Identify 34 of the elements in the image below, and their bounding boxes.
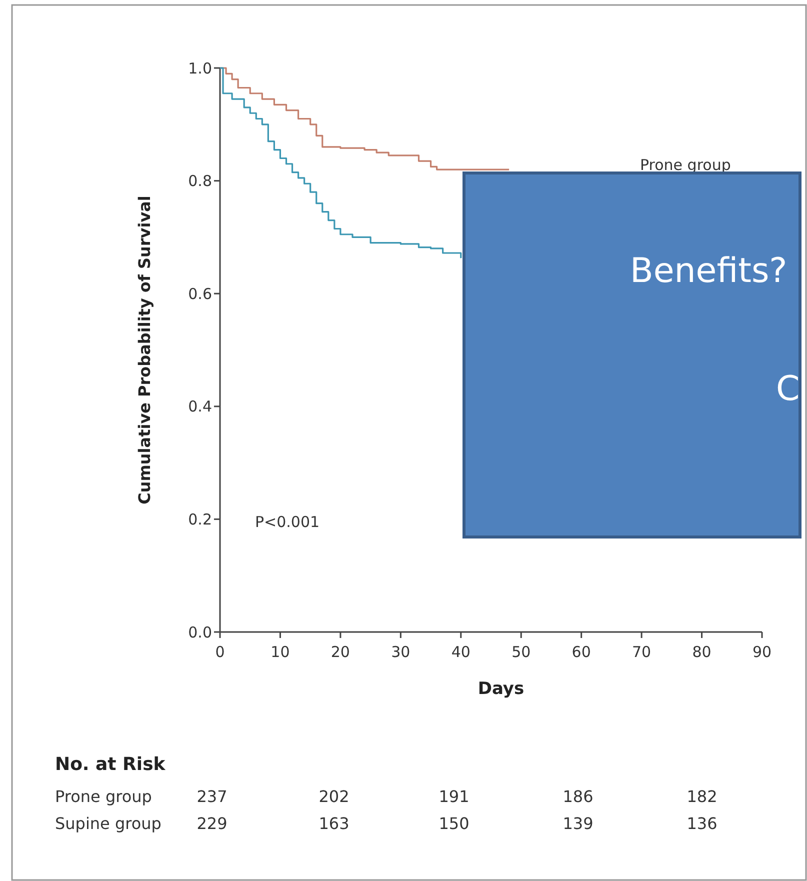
- y-tick-label: 1.0: [188, 59, 212, 78]
- y-tick-label: 0.4: [188, 398, 212, 416]
- text: 139: [562, 814, 594, 833]
- text: 136: [686, 814, 718, 833]
- text: C: [776, 369, 800, 409]
- text: 202: [318, 787, 350, 806]
- y-tick-label: 0.8: [188, 172, 212, 190]
- annotation: Benefits?: [630, 251, 788, 291]
- x-tick-label: 30: [391, 643, 410, 661]
- x-tick-label: 50: [512, 643, 531, 661]
- y-axis-title: Cumulative Probability of Survival: [135, 196, 154, 504]
- x-tick-label: 90: [752, 643, 772, 661]
- x-tick-label: 20: [330, 643, 350, 661]
- text: 163: [318, 814, 350, 833]
- text: 186: [562, 787, 594, 806]
- x-tick-label: 60: [572, 643, 591, 661]
- x-tick-label: 80: [692, 643, 712, 661]
- text: 237: [196, 787, 228, 806]
- text: 229: [196, 814, 228, 833]
- x-tick-label: 10: [270, 643, 290, 661]
- text: 182: [686, 787, 718, 806]
- text: 150: [438, 814, 470, 833]
- text: Prone group: [55, 787, 152, 806]
- y-tick-label: 0.2: [188, 510, 212, 528]
- text: Supine group: [55, 814, 162, 833]
- x-axis-title: Days: [478, 679, 524, 699]
- text: 191: [438, 787, 470, 806]
- x-tick-label: 70: [632, 643, 652, 661]
- y-tick-label: 0.0: [188, 623, 212, 642]
- x-tick-label: 0: [215, 643, 225, 661]
- text: No. at Risk: [55, 754, 166, 775]
- x-tick-label: 40: [451, 643, 470, 661]
- y-tick-label: 0.6: [188, 284, 212, 303]
- annotation: P<0.001: [255, 513, 320, 531]
